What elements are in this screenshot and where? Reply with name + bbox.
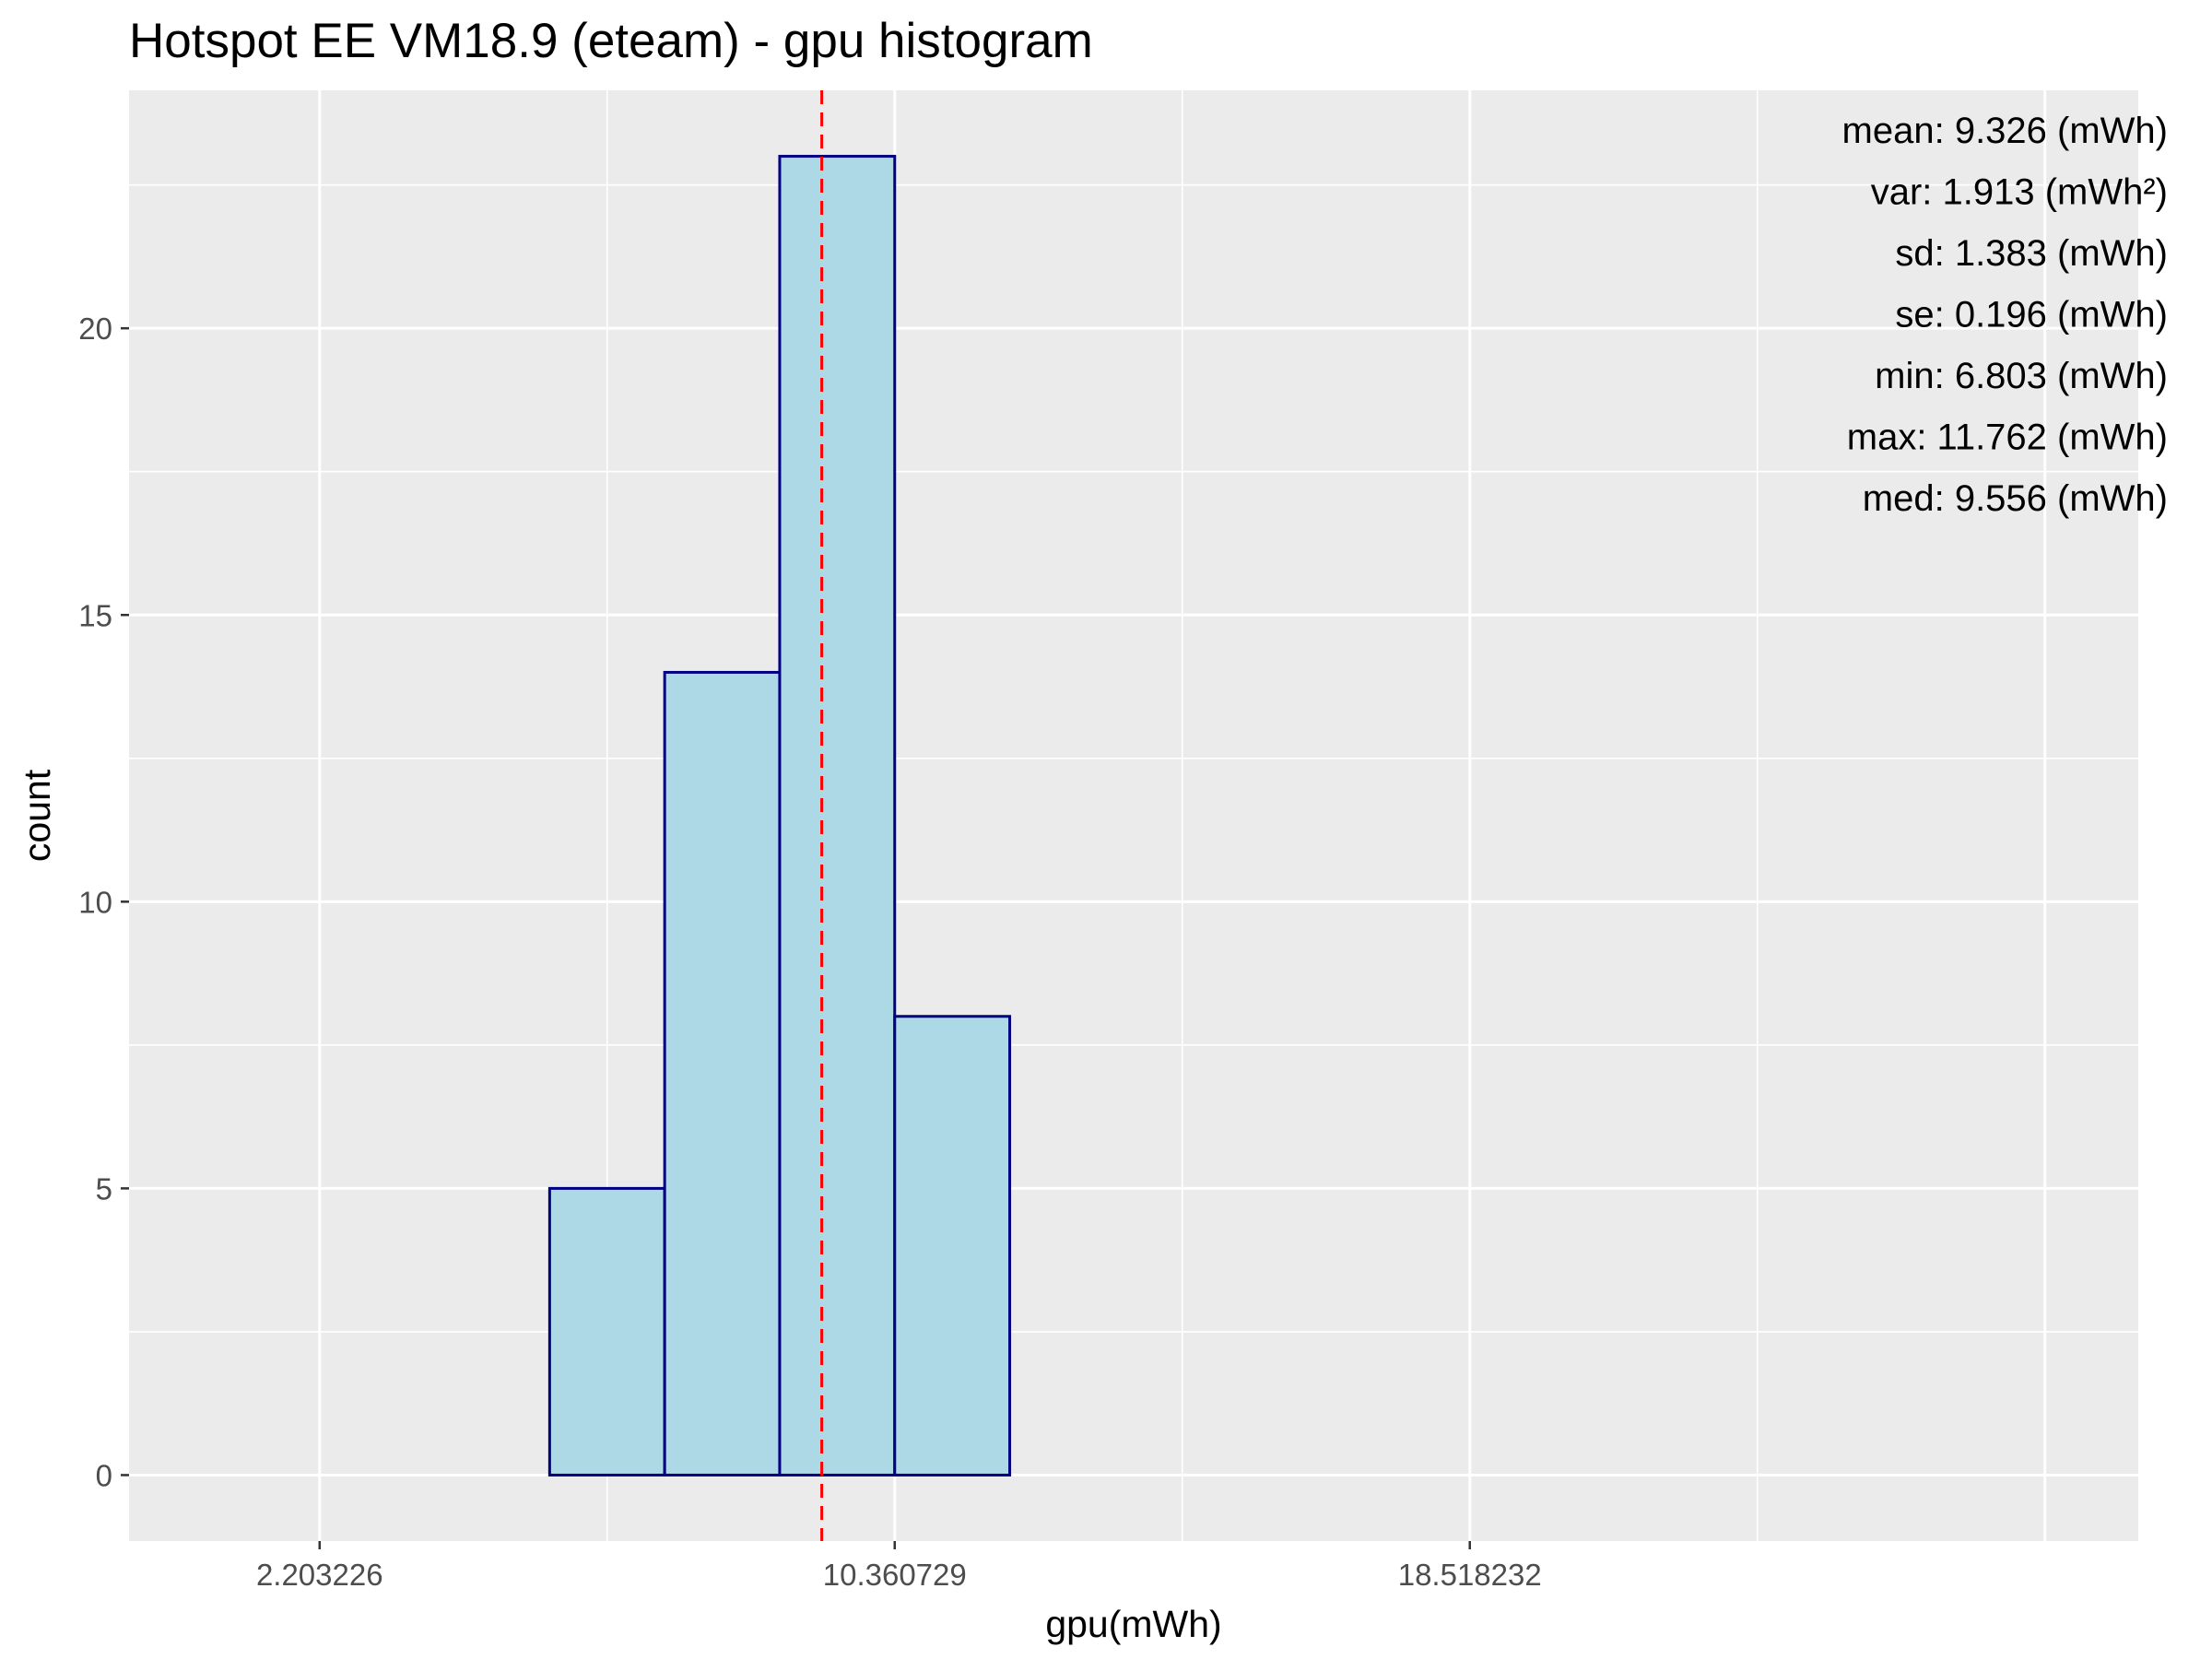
major-gridlines (129, 90, 2138, 1541)
minor-gridlines (129, 90, 2138, 1541)
stats-annotations: mean: 9.326 (mWh) var: 1.913 (mWh²) sd: 1.… (1842, 111, 2168, 519)
stat-label: mean: 9.326 (mWh) (1842, 111, 2168, 151)
x-axis-ticks: 2.203226 10.360729 18.518232 (256, 1541, 1542, 1592)
x-tick-label: 2.203226 (256, 1558, 383, 1592)
plot-panel (129, 90, 2138, 1541)
x-tick-label: 10.360729 (823, 1558, 967, 1592)
y-tick-label: 5 (96, 1171, 112, 1206)
stat-label: sd: 1.383 (mWh) (1895, 233, 2168, 274)
y-tick-label: 20 (78, 312, 112, 346)
y-axis-ticks: 0 5 10 15 20 (78, 312, 129, 1492)
histogram-bars (547, 155, 1012, 1477)
histogram-bar (663, 670, 782, 1477)
histogram-bar (778, 155, 897, 1477)
y-tick-label: 15 (78, 598, 112, 632)
x-axis-title: gpu(mWh) (1045, 1603, 1221, 1645)
histogram-bar (893, 1015, 1012, 1477)
chart-title: Hotspot EE VM18.9 (eteam) - gpu histogra… (129, 14, 1093, 68)
stat-label: var: 1.913 (mWh²) (1871, 172, 2168, 213)
stat-label: se: 0.196 (mWh) (1895, 295, 2168, 335)
y-tick-label: 10 (78, 885, 112, 919)
y-axis-title: count (16, 769, 58, 862)
y-tick-label: 0 (96, 1458, 112, 1492)
stat-label: min: 6.803 (mWh) (1875, 356, 2168, 396)
stat-label: med: 9.556 (mWh) (1863, 478, 2168, 519)
x-tick-label: 18.518232 (1398, 1558, 1542, 1592)
histogram-bar (547, 1186, 666, 1477)
stat-label: max: 11.762 (mWh) (1847, 418, 2168, 458)
